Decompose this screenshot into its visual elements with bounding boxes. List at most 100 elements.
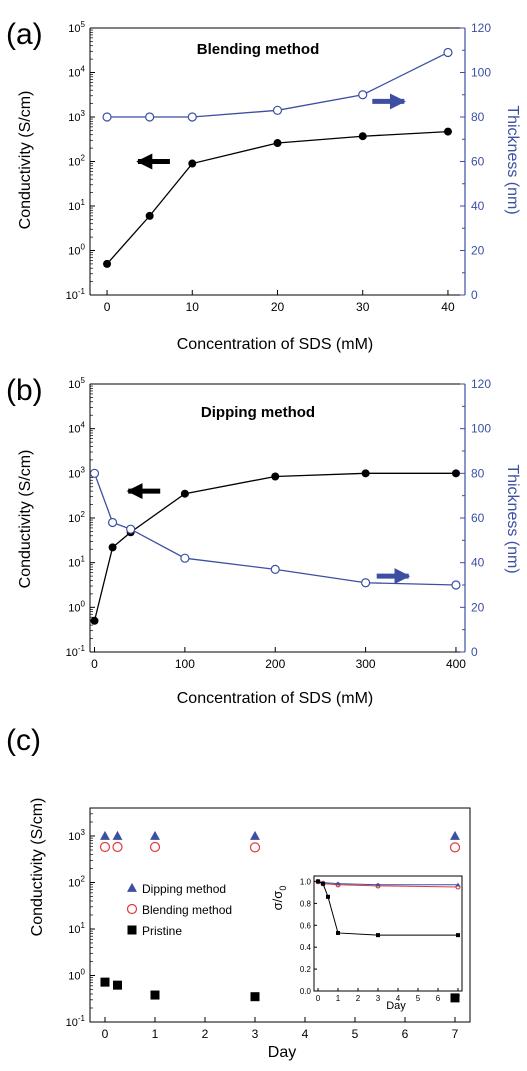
- x-tick-label-a-3: 30: [356, 300, 370, 314]
- y-tick-label-b-6: 105: [68, 376, 85, 391]
- y-tick-label-c-4: 103: [68, 828, 85, 843]
- y-tick-label-a-4: 103: [68, 109, 85, 124]
- x-tick-label-a-0: 0: [104, 300, 111, 314]
- inset-data-point-1-2: [335, 881, 341, 886]
- x-tick-label-b-0: 0: [91, 657, 98, 671]
- y-tick-label-b-0: 10-1: [66, 644, 86, 659]
- x-axis-label-a: Concentration of SDS (mM): [177, 336, 374, 353]
- panel-c: (c) Conductivity (S/cm) Day Dipping meth…: [6, 724, 471, 1061]
- y-tick-label-c-0: 10-1: [66, 1014, 86, 1029]
- data-point-c-0-0: [100, 830, 110, 840]
- y-tick-label-a-2: 101: [68, 198, 85, 213]
- data-point-c-1-4: [449, 842, 461, 853]
- series-line-a-0: [106, 130, 448, 265]
- y-tick-label-b-4: 103: [68, 465, 85, 480]
- data-point-c-0-4: [450, 830, 460, 840]
- y2-axis-label-b: Thickness (nm): [504, 464, 521, 573]
- x-tick-label-c-0: 0: [102, 1027, 109, 1041]
- y-tick-label-a-6: 105: [68, 20, 85, 35]
- y2-tick-label-b-6: 120: [471, 377, 491, 391]
- inset-x-tick-label-4: 4: [396, 994, 401, 1003]
- data-point-a-1-2: [187, 112, 197, 122]
- x-tick-label-c-5: 5: [352, 1027, 359, 1041]
- x-tick-label-c-4: 4: [302, 1027, 309, 1041]
- x-tick-label-a-2: 20: [271, 300, 285, 314]
- data-point-c-0-2: [150, 830, 160, 840]
- inset-x-tick-label-6: 6: [436, 994, 441, 1003]
- inset-data-point-2-4: [376, 933, 380, 938]
- y2-tick-label-a-6: 120: [471, 21, 491, 35]
- x-tick-label-b-3: 300: [356, 657, 376, 671]
- inset-x-tick-label-7: 7: [456, 994, 461, 1003]
- inset-y-tick-label-2: 0.4: [300, 943, 312, 952]
- data-point-a-1-5: [443, 47, 453, 58]
- data-point-a-1-4: [358, 90, 368, 100]
- y-tick-label-b-5: 104: [68, 421, 85, 436]
- data-point-b-1-2: [126, 524, 136, 534]
- legend-label-blending: Blending method: [142, 903, 232, 917]
- y-tick-label-a-3: 102: [68, 154, 85, 169]
- y2-tick-label-a-4: 80: [471, 110, 485, 124]
- y-tick-label-b-1: 100: [68, 599, 85, 614]
- data-point-c-1-2: [149, 841, 161, 853]
- data-point-b-0-3: [180, 489, 189, 498]
- x-tick-label-b-2: 200: [265, 657, 285, 671]
- data-point-b-0-4: [271, 472, 280, 481]
- y2-tick-label-b-4: 80: [471, 466, 485, 480]
- data-point-b-1-4: [270, 564, 280, 574]
- y2-tick-label-a-1: 20: [471, 244, 485, 258]
- chart-title-b: Dipping method: [201, 404, 315, 421]
- series-line-b-0: [93, 472, 456, 621]
- inset-data-point-1-3: [375, 882, 381, 887]
- y-axis-label-c: Conductivity (S/cm): [29, 798, 46, 937]
- inset-y-tick-label-5: 1.0: [300, 877, 312, 886]
- x-tick-label-b-1: 100: [175, 657, 195, 671]
- inset-x-tick-label-3: 3: [376, 994, 381, 1003]
- y-axis-label-b: Conductivity (S/cm): [17, 450, 34, 589]
- y2-tick-label-b-1: 20: [471, 600, 485, 614]
- data-point-b-0-1: [108, 543, 117, 552]
- chart-title-a: Blending method: [197, 41, 320, 58]
- data-point-a-0-2: [188, 159, 197, 168]
- data-point-b-1-3: [180, 553, 190, 563]
- data-point-a-0-5: [443, 127, 452, 136]
- inset-data-point-2-3: [336, 930, 340, 935]
- data-point-a-0-4: [358, 132, 367, 141]
- inset-y-tick-label-3: 0.6: [300, 921, 312, 930]
- inset-data-point-2-2: [326, 894, 330, 899]
- inset-x-tick-label-2: 2: [356, 994, 361, 1003]
- data-point-b-1-1: [107, 517, 118, 528]
- data-point-c-2-0: [100, 977, 110, 987]
- y-tick-label-c-3: 102: [68, 874, 85, 889]
- data-point-a-1-3: [272, 105, 283, 115]
- legend-label-pristine: Pristine: [142, 924, 182, 938]
- y2-tick-label-a-0: 0: [471, 288, 478, 302]
- data-point-c-2-4: [450, 993, 460, 1003]
- y-tick-label-c-1: 100: [68, 967, 85, 982]
- data-point-a-0-1: [145, 211, 154, 220]
- y-tick-label-a-0: 10-1: [66, 287, 86, 302]
- y-tick-label-a-1: 100: [68, 243, 85, 258]
- y2-tick-label-b-0: 0: [471, 645, 478, 659]
- panel-a: (a) Blending method Conductivity (S/cm) …: [6, 18, 521, 353]
- y2-tick-label-b-5: 100: [471, 422, 491, 436]
- y-tick-label-b-2: 101: [68, 555, 85, 570]
- inset-x-tick-label-1: 1: [336, 994, 341, 1003]
- data-point-c-1-0: [99, 841, 111, 853]
- data-point-c-2-2: [150, 990, 160, 1000]
- data-point-a-1-1: [145, 112, 155, 122]
- panel-b: (b) Dipping method Conductivity (S/cm) T…: [6, 374, 521, 707]
- x-tick-label-c-7: 7: [452, 1027, 459, 1041]
- data-point-c-0-3: [250, 830, 260, 840]
- y2-tick-label-b-3: 60: [471, 511, 485, 525]
- x-axis-label-b: Concentration of SDS (mM): [177, 690, 374, 707]
- y-axis-label-a: Conductivity (S/cm): [17, 91, 34, 230]
- inset-data-point-2-5: [456, 933, 460, 938]
- data-point-c-0-1: [112, 830, 123, 840]
- data-point-c-2-1: [113, 980, 122, 990]
- data-point-c-2-3: [250, 992, 260, 1002]
- inset-x-tick-label-0: 0: [316, 994, 321, 1003]
- y2-axis-label-a: Thickness (nm): [504, 105, 521, 214]
- y-tick-label-a-5: 104: [68, 65, 85, 80]
- panel-label-c: (c): [6, 724, 41, 757]
